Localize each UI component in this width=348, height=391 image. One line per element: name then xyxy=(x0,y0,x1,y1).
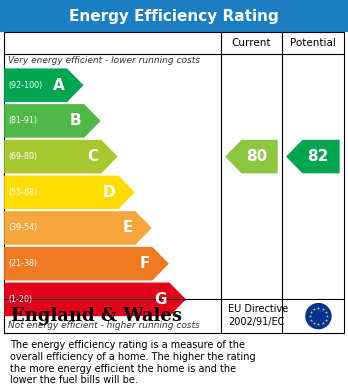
Text: overall efficiency of a home. The higher the rating: overall efficiency of a home. The higher… xyxy=(10,352,256,362)
Polygon shape xyxy=(4,104,101,138)
Bar xyxy=(4,32,344,333)
Text: B: B xyxy=(70,113,81,128)
Polygon shape xyxy=(4,283,186,316)
Text: D: D xyxy=(103,185,116,200)
Polygon shape xyxy=(286,140,340,173)
Bar xyxy=(0,0,348,32)
Polygon shape xyxy=(4,140,118,173)
Text: (1-20): (1-20) xyxy=(8,295,32,304)
Text: (21-38): (21-38) xyxy=(8,259,38,268)
Text: The energy efficiency rating is a measure of the: The energy efficiency rating is a measur… xyxy=(10,340,245,350)
Text: the more energy efficient the home is and the: the more energy efficient the home is an… xyxy=(10,364,237,374)
Text: lower the fuel bills will be.: lower the fuel bills will be. xyxy=(10,375,138,386)
Text: (81-91): (81-91) xyxy=(8,117,38,126)
Text: 80: 80 xyxy=(246,149,267,164)
Text: Not energy efficient - higher running costs: Not energy efficient - higher running co… xyxy=(8,321,199,330)
Text: A: A xyxy=(53,78,64,93)
Text: Potential: Potential xyxy=(290,38,336,48)
Text: England & Wales: England & Wales xyxy=(11,307,182,325)
Polygon shape xyxy=(4,68,84,102)
Ellipse shape xyxy=(305,303,332,329)
Polygon shape xyxy=(225,140,278,173)
Text: (69-80): (69-80) xyxy=(8,152,38,161)
Text: C: C xyxy=(87,149,98,164)
Text: Very energy efficient - lower running costs: Very energy efficient - lower running co… xyxy=(8,56,200,66)
Text: Current: Current xyxy=(232,38,271,48)
Text: Energy Efficiency Rating: Energy Efficiency Rating xyxy=(69,9,279,23)
Text: (55-68): (55-68) xyxy=(8,188,38,197)
Text: F: F xyxy=(139,256,150,271)
Polygon shape xyxy=(4,247,169,280)
Text: E: E xyxy=(122,221,133,235)
Text: 82: 82 xyxy=(307,149,329,164)
Polygon shape xyxy=(4,211,152,245)
Text: G: G xyxy=(154,292,167,307)
Text: EU Directive: EU Directive xyxy=(228,304,288,314)
Polygon shape xyxy=(4,176,135,209)
Text: 2002/91/EC: 2002/91/EC xyxy=(228,317,284,327)
Text: (39-54): (39-54) xyxy=(8,224,38,233)
Text: (92-100): (92-100) xyxy=(8,81,42,90)
